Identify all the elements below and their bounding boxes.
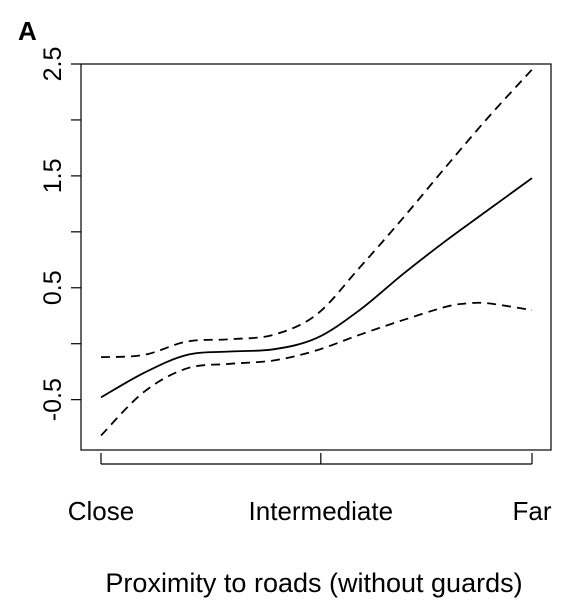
y-tick-label: 0.5: [39, 270, 67, 305]
estimate-line: [100, 177, 533, 399]
confidence-band-line: [100, 68, 533, 358]
x-tick-label: Intermediate: [249, 496, 394, 526]
x-axis-label: Proximity to roads (without guards): [105, 568, 522, 598]
x-tick-label: Close: [68, 496, 134, 526]
y-tick-label: 2.5: [39, 47, 67, 82]
series-layer: [100, 68, 533, 437]
y-tick-label: -0.5: [39, 378, 67, 421]
y-tick-label: 1.5: [39, 159, 67, 194]
panel-label: A: [18, 16, 37, 46]
plot-frame: [80, 63, 552, 451]
y-axis: -0.5 0.5 1.5 2.5: [39, 47, 81, 421]
x-tick-label: Far: [513, 496, 552, 526]
confidence-band-line: [100, 301, 533, 437]
x-axis: Close Intermediate Far: [68, 453, 552, 526]
